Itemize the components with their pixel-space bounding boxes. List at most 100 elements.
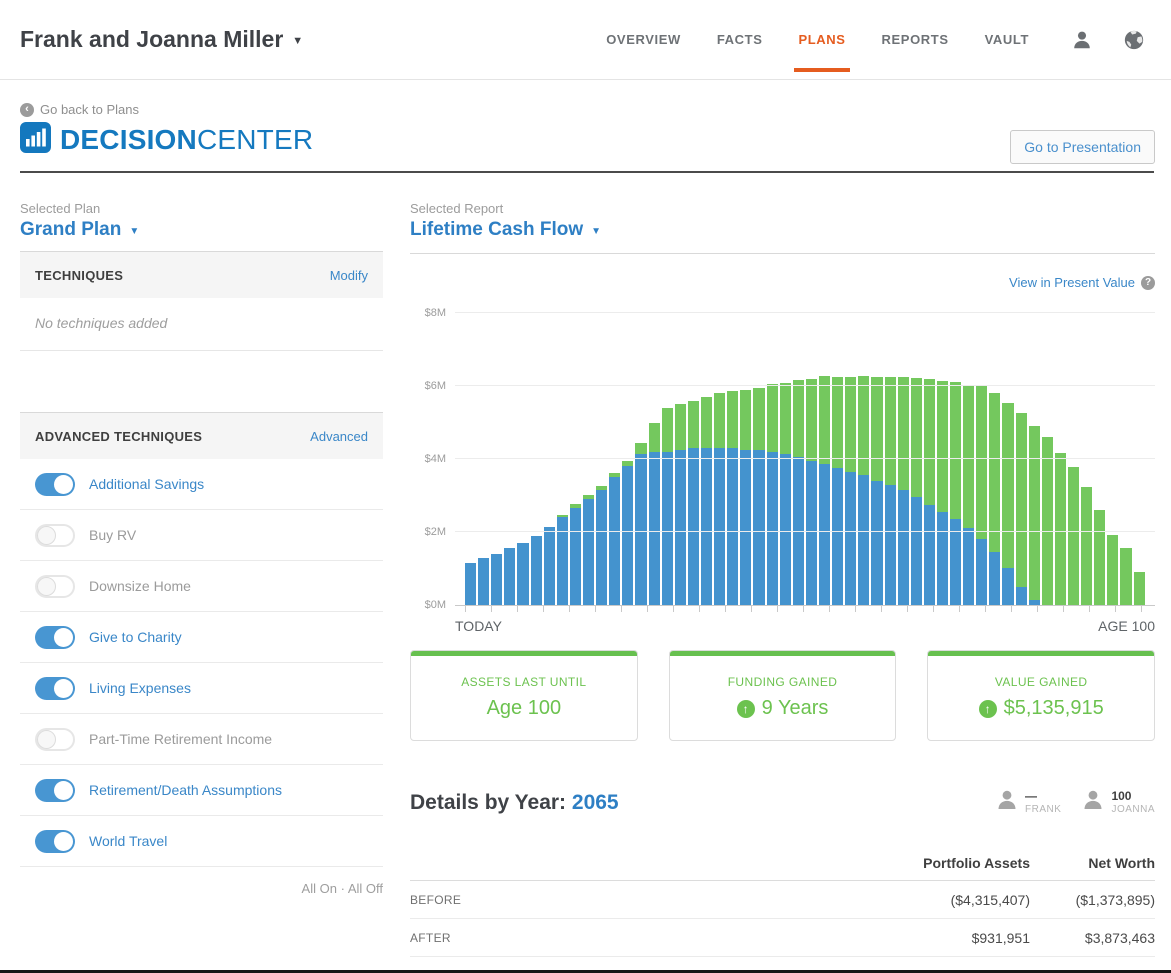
bar-segment-green bbox=[1134, 572, 1145, 605]
technique-toggle-on[interactable] bbox=[35, 677, 75, 700]
technique-label: Retirement/Death Assumptions bbox=[89, 782, 282, 798]
main-nav: OVERVIEW FACTS PLANS REPORTS VAULT bbox=[606, 0, 1145, 79]
technique-row: Give to Charity bbox=[20, 612, 383, 663]
advanced-link[interactable]: Advanced bbox=[310, 429, 368, 444]
table-header-row: Portfolio Assets Net Worth bbox=[410, 845, 1155, 881]
chart-bar[interactable] bbox=[1055, 453, 1066, 605]
chart-bar[interactable] bbox=[596, 486, 607, 605]
chart-bar[interactable] bbox=[544, 527, 555, 605]
chart-bar[interactable] bbox=[714, 393, 725, 605]
chart-bar[interactable] bbox=[1094, 510, 1105, 605]
all-off-link[interactable]: All Off bbox=[348, 881, 383, 896]
chart-bar[interactable] bbox=[517, 543, 528, 605]
chart-bar[interactable] bbox=[701, 397, 712, 605]
chart-bar[interactable] bbox=[688, 401, 699, 605]
technique-toggle-off[interactable] bbox=[35, 575, 75, 598]
chart-bar[interactable] bbox=[950, 382, 961, 605]
chart-bar[interactable] bbox=[885, 377, 896, 605]
chart-bar[interactable] bbox=[845, 377, 856, 605]
bar-segment-green bbox=[780, 383, 791, 454]
nav-item-plans[interactable]: PLANS bbox=[798, 0, 845, 79]
bar-segment-green bbox=[819, 376, 830, 464]
nav-item-facts[interactable]: FACTS bbox=[717, 0, 763, 79]
chart-bar[interactable] bbox=[740, 390, 751, 605]
techniques-header: TECHNIQUES Modify bbox=[20, 251, 383, 298]
chart-bar[interactable] bbox=[1029, 426, 1040, 605]
back-to-plans-link[interactable]: ‹ Go back to Plans bbox=[20, 102, 139, 117]
chart-bar[interactable] bbox=[806, 379, 817, 605]
chart-bar[interactable] bbox=[871, 377, 882, 605]
technique-toggle-off[interactable] bbox=[35, 728, 75, 751]
chart-bar[interactable] bbox=[1107, 535, 1118, 605]
chart-bar[interactable] bbox=[1002, 403, 1013, 605]
technique-toggle-on[interactable] bbox=[35, 626, 75, 649]
bar-segment-blue bbox=[845, 472, 856, 605]
chart-bar[interactable] bbox=[1134, 572, 1145, 605]
chart-bar[interactable] bbox=[635, 443, 646, 605]
client-selector[interactable]: Frank and Joanna Miller ▼ bbox=[20, 26, 303, 53]
nav-item-vault[interactable]: VAULT bbox=[985, 0, 1029, 79]
chart-bar[interactable] bbox=[911, 378, 922, 605]
chart-bar[interactable] bbox=[583, 495, 594, 605]
help-icon[interactable]: ? bbox=[1141, 276, 1155, 290]
globe-icon[interactable] bbox=[1123, 29, 1145, 51]
chart-bar[interactable] bbox=[924, 379, 935, 605]
selected-year[interactable]: 2065 bbox=[572, 791, 619, 814]
chart-bar[interactable] bbox=[622, 461, 633, 605]
go-to-presentation-button[interactable]: Go to Presentation bbox=[1010, 130, 1155, 164]
user-icon[interactable] bbox=[1071, 29, 1093, 51]
chart-bar[interactable] bbox=[609, 473, 620, 605]
chart-bar[interactable] bbox=[570, 504, 581, 605]
chart-bar[interactable] bbox=[491, 554, 502, 605]
toggle-knob bbox=[37, 730, 56, 749]
chart-bar[interactable] bbox=[465, 563, 476, 605]
chart-bar[interactable] bbox=[478, 558, 489, 605]
report-dropdown[interactable]: Lifetime Cash Flow ▼ bbox=[410, 219, 601, 241]
plan-dropdown[interactable]: Grand Plan ▼ bbox=[20, 219, 139, 241]
chart-bar[interactable] bbox=[976, 385, 987, 605]
details-by-year-title: Details by Year: 2065 bbox=[410, 791, 619, 815]
bar-segment-green bbox=[1042, 437, 1053, 605]
chart-bar[interactable] bbox=[793, 380, 804, 605]
chart-bar[interactable] bbox=[898, 377, 909, 605]
bar-segment-green bbox=[832, 377, 843, 468]
chart-bar[interactable] bbox=[675, 404, 686, 605]
technique-toggle-off[interactable] bbox=[35, 524, 75, 547]
present-value-link[interactable]: View in Present Value bbox=[1009, 275, 1135, 290]
chart-bar[interactable] bbox=[832, 377, 843, 605]
chart-bar[interactable] bbox=[767, 384, 778, 605]
chart-bar[interactable] bbox=[937, 381, 948, 605]
nav-item-reports[interactable]: REPORTS bbox=[882, 0, 949, 79]
person-meta: 100JOANNA bbox=[1111, 790, 1155, 815]
chart-bar[interactable] bbox=[1016, 413, 1027, 605]
person-icon bbox=[995, 788, 1019, 817]
chart-bar[interactable] bbox=[780, 383, 791, 605]
chart-bar[interactable] bbox=[1120, 548, 1131, 605]
chart-bar[interactable] bbox=[1068, 467, 1079, 605]
chart-bar[interactable] bbox=[531, 536, 542, 605]
chart-bar[interactable] bbox=[989, 393, 1000, 605]
card-value-text: 9 Years bbox=[762, 697, 829, 720]
technique-toggle-on[interactable] bbox=[35, 830, 75, 853]
technique-row: Living Expenses bbox=[20, 663, 383, 714]
bar-segment-blue bbox=[1029, 600, 1040, 605]
chart-bar[interactable] bbox=[1042, 437, 1053, 605]
chart-bar[interactable] bbox=[662, 408, 673, 605]
nav-item-overview[interactable]: OVERVIEW bbox=[606, 0, 681, 79]
modify-link[interactable]: Modify bbox=[330, 268, 368, 283]
up-arrow-icon: ↑ bbox=[737, 700, 755, 718]
gridline bbox=[455, 458, 1155, 459]
chart-bar[interactable] bbox=[504, 548, 515, 605]
chart-bar[interactable] bbox=[557, 515, 568, 605]
chart-bar[interactable] bbox=[963, 386, 974, 605]
chart-bar[interactable] bbox=[727, 391, 738, 605]
chart-bar[interactable] bbox=[858, 376, 869, 605]
chart-bar[interactable] bbox=[649, 423, 660, 605]
person-joanna: 100JOANNA bbox=[1081, 788, 1155, 817]
technique-toggle-on[interactable] bbox=[35, 473, 75, 496]
technique-toggle-on[interactable] bbox=[35, 779, 75, 802]
chart-bar[interactable] bbox=[1081, 487, 1092, 605]
chart-bar[interactable] bbox=[753, 388, 764, 605]
chart-bar[interactable] bbox=[819, 376, 830, 605]
all-on-link[interactable]: All On bbox=[302, 881, 337, 896]
